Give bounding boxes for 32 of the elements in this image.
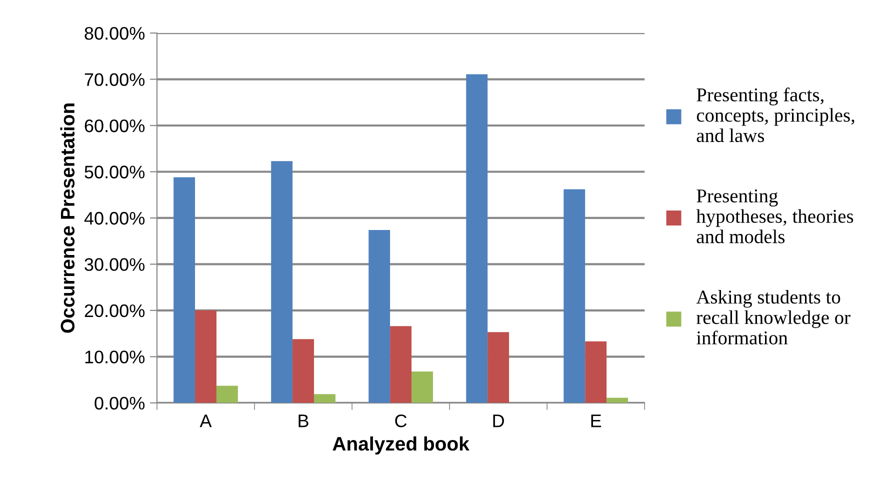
bar	[314, 394, 336, 403]
bar	[292, 339, 314, 403]
bar	[564, 189, 586, 403]
bar	[390, 326, 412, 403]
bar	[195, 310, 216, 403]
x-tick-label: D	[493, 414, 504, 428]
bar	[271, 161, 293, 403]
x-tick-label: E	[591, 414, 602, 428]
x-tick-label: A	[200, 414, 212, 428]
y-tick-label: 30.00%	[84, 258, 145, 271]
x-axis-title: Analyzed book	[332, 436, 470, 455]
y-tick-label: 60.00%	[84, 119, 145, 132]
y-tick-label: 70.00%	[84, 73, 145, 86]
bar	[368, 230, 390, 403]
bar	[466, 74, 488, 403]
x-tick-label: B	[298, 414, 308, 428]
x-tick-label: C	[395, 414, 407, 428]
y-tick-label: 0.00%	[94, 396, 145, 410]
bar	[216, 386, 238, 403]
y-axis-title: Occurrence Presentation	[60, 104, 75, 333]
y-tick-label: 20.00%	[84, 304, 145, 318]
y-tick-label: 40.00%	[84, 212, 145, 225]
legend-label: Presenting facts, concepts, principles, and laws	[696, 88, 854, 142]
bar	[585, 341, 607, 403]
y-tick-label: 50.00%	[84, 166, 145, 178]
legend-label: Presenting hypotheses, theories and models	[696, 189, 854, 244]
bar	[488, 332, 510, 403]
legend-label: Asking students to recall knowledge or information	[696, 290, 850, 344]
y-tick-label: 10.00%	[85, 350, 145, 364]
y-tick-label: 80.00%	[84, 26, 145, 40]
bar	[174, 177, 196, 403]
bar	[412, 371, 433, 403]
